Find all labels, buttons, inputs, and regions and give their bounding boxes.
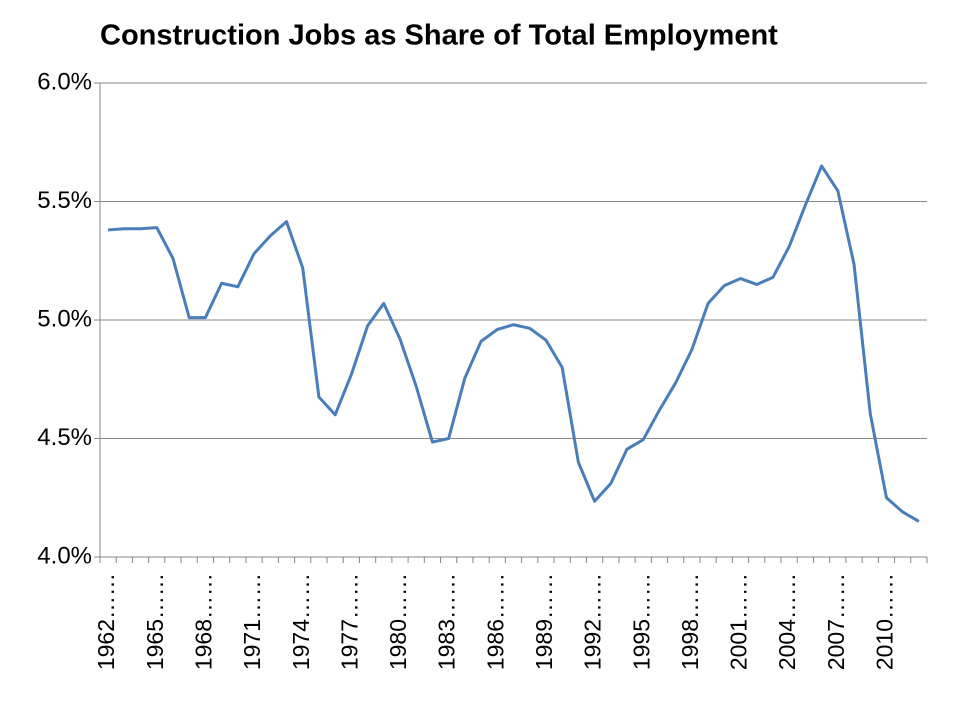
x-tick-label: 2004…… — [774, 573, 800, 670]
y-tick-label: 4.5% — [37, 424, 92, 451]
x-tick-label: 1965…… — [142, 573, 168, 670]
x-tick-label: 1989…… — [531, 573, 557, 670]
x-tick-label: 2001…… — [726, 573, 752, 670]
x-tick-label: 1995…… — [628, 573, 654, 670]
x-tick-label: 2010…… — [872, 573, 898, 670]
y-tick-label: 4.0% — [37, 542, 92, 569]
y-tick-label: 5.0% — [37, 305, 92, 332]
x-tick-label: 1983…… — [434, 573, 460, 670]
x-tick-label: 1977…… — [336, 573, 362, 670]
x-tick-label: 1992…… — [580, 573, 606, 670]
y-tick-label: 5.5% — [37, 187, 92, 214]
x-tick-label: 1971…… — [239, 573, 265, 670]
chart-title: Construction Jobs as Share of Total Empl… — [100, 20, 778, 52]
data-line — [108, 164, 920, 523]
x-tick-label: 1974…… — [288, 573, 314, 670]
x-tick-label: 1980…… — [385, 573, 411, 670]
x-tick-label: 1968…… — [190, 573, 216, 670]
x-tick-label: 2007…… — [823, 573, 849, 670]
y-tick-label: 6.0% — [37, 68, 92, 95]
x-tick-label: 1998…… — [677, 573, 703, 670]
x-tick-label: 1962…… — [93, 573, 119, 670]
x-tick-label: 1986…… — [482, 573, 508, 670]
